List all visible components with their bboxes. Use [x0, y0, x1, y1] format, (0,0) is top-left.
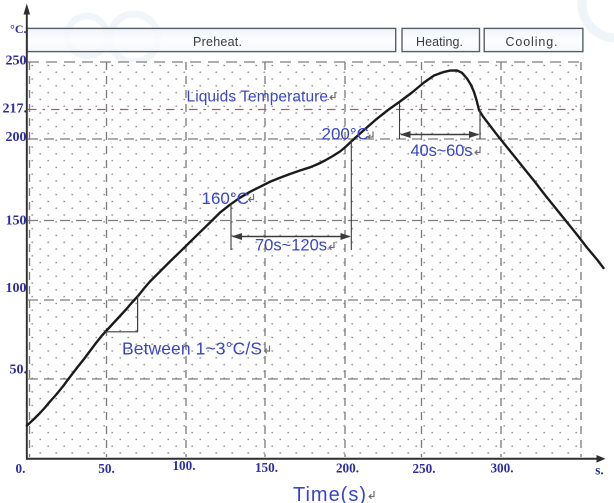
svg-text:Time(s): Time(s)	[293, 484, 366, 503]
svg-text:150.: 150.	[255, 460, 278, 475]
svg-text:150: 150	[6, 214, 27, 229]
svg-text:Preheat.: Preheat.	[193, 35, 242, 49]
svg-text:0.: 0.	[16, 461, 26, 476]
svg-text:200°C: 200°C	[322, 125, 369, 144]
svg-text:160°C: 160°C	[202, 189, 249, 208]
svg-text:217.: 217.	[3, 102, 28, 117]
svg-text:50.: 50.	[10, 363, 28, 378]
svg-text:300.: 300.	[490, 461, 513, 476]
svg-text:Heating.: Heating.	[416, 35, 463, 49]
svg-text:200.: 200.	[336, 461, 359, 476]
svg-text:°C.: °C.	[10, 22, 26, 36]
svg-text:100.: 100.	[172, 458, 195, 473]
svg-text:Between 1~3°C/S: Between 1~3°C/S	[122, 339, 262, 359]
svg-text:70s~120s: 70s~120s	[255, 237, 327, 255]
svg-text:Cooling.: Cooling.	[506, 35, 558, 49]
svg-text:Liquids Temperature: Liquids Temperature	[187, 89, 329, 106]
svg-text:200: 200	[6, 130, 27, 145]
svg-text:s.: s.	[595, 463, 603, 478]
svg-text:40s~60s: 40s~60s	[411, 142, 473, 160]
svg-text:250: 250	[6, 54, 27, 69]
svg-text:100: 100	[6, 281, 27, 296]
svg-text:50.: 50.	[98, 461, 114, 476]
svg-text:250.: 250.	[412, 461, 435, 476]
